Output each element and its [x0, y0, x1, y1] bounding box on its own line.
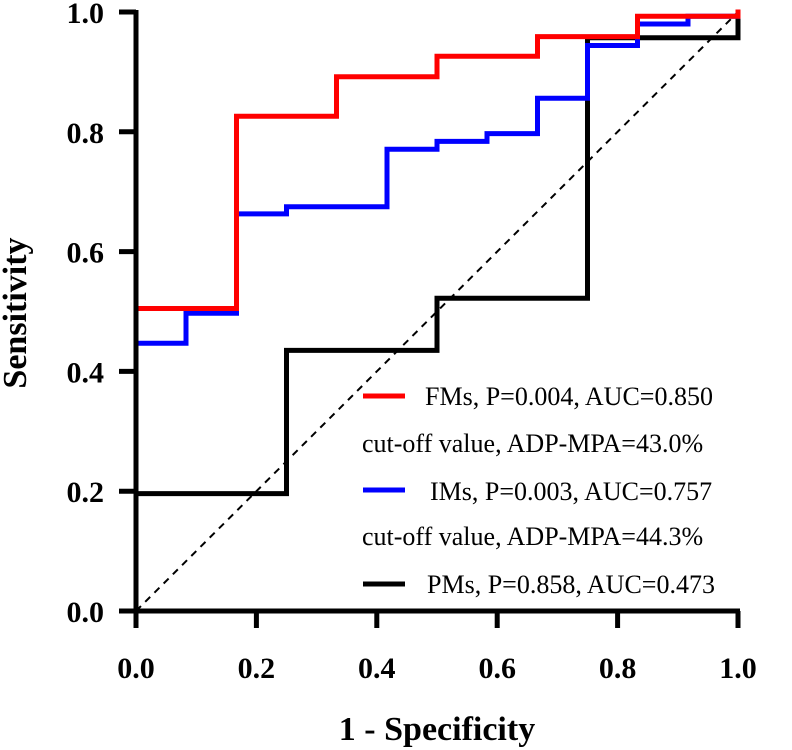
legend-note-fms: cut-off value, ADP-MPA=43.0%	[362, 429, 703, 458]
legend: FMs, P=0.004, AUC=0.850 cut-off value, A…	[362, 382, 715, 599]
y-tick-label: 1.0	[67, 0, 105, 30]
series-layer	[133, 9, 741, 614]
y-tick-label: 0.8	[67, 117, 105, 150]
legend-label-pms: PMs, P=0.858, AUC=0.473	[427, 570, 715, 599]
legend-label-fms: FMs, P=0.004, AUC=0.850	[425, 382, 713, 411]
y-tick-label: 0.0	[67, 596, 105, 629]
y-ticks: 0.0 0.2 0.4 0.6 0.8 1.0	[67, 0, 136, 629]
reference-diagonal	[135, 11, 739, 612]
x-tick-label: 0.0	[117, 652, 155, 685]
series-line-pms	[133, 9, 741, 614]
x-tick-label: 0.8	[599, 652, 637, 685]
x-tick-label: 1.0	[719, 652, 757, 685]
y-tick-label: 0.4	[67, 356, 105, 389]
series-line-ims	[133, 9, 741, 614]
x-axis-title: 1 - Specificity	[339, 711, 535, 748]
legend-label-ims: IMs, P=0.003, AUC=0.757	[430, 477, 712, 506]
legend-note-ims: cut-off value, ADP-MPA=44.3%	[362, 522, 703, 551]
x-tick-label: 0.4	[358, 652, 396, 685]
reference-diagonal-layer	[135, 11, 739, 612]
x-tick-label: 0.6	[478, 652, 516, 685]
y-tick-label: 0.6	[67, 237, 105, 270]
y-tick-label: 0.2	[67, 476, 105, 509]
axes	[133, 10, 740, 614]
y-axis-title: Sensitivity	[0, 237, 34, 388]
x-tick-label: 0.2	[238, 652, 276, 685]
x-ticks: 0.0 0.2 0.4 0.6 0.8 1.0	[117, 611, 757, 685]
series-line-fms	[133, 9, 741, 614]
